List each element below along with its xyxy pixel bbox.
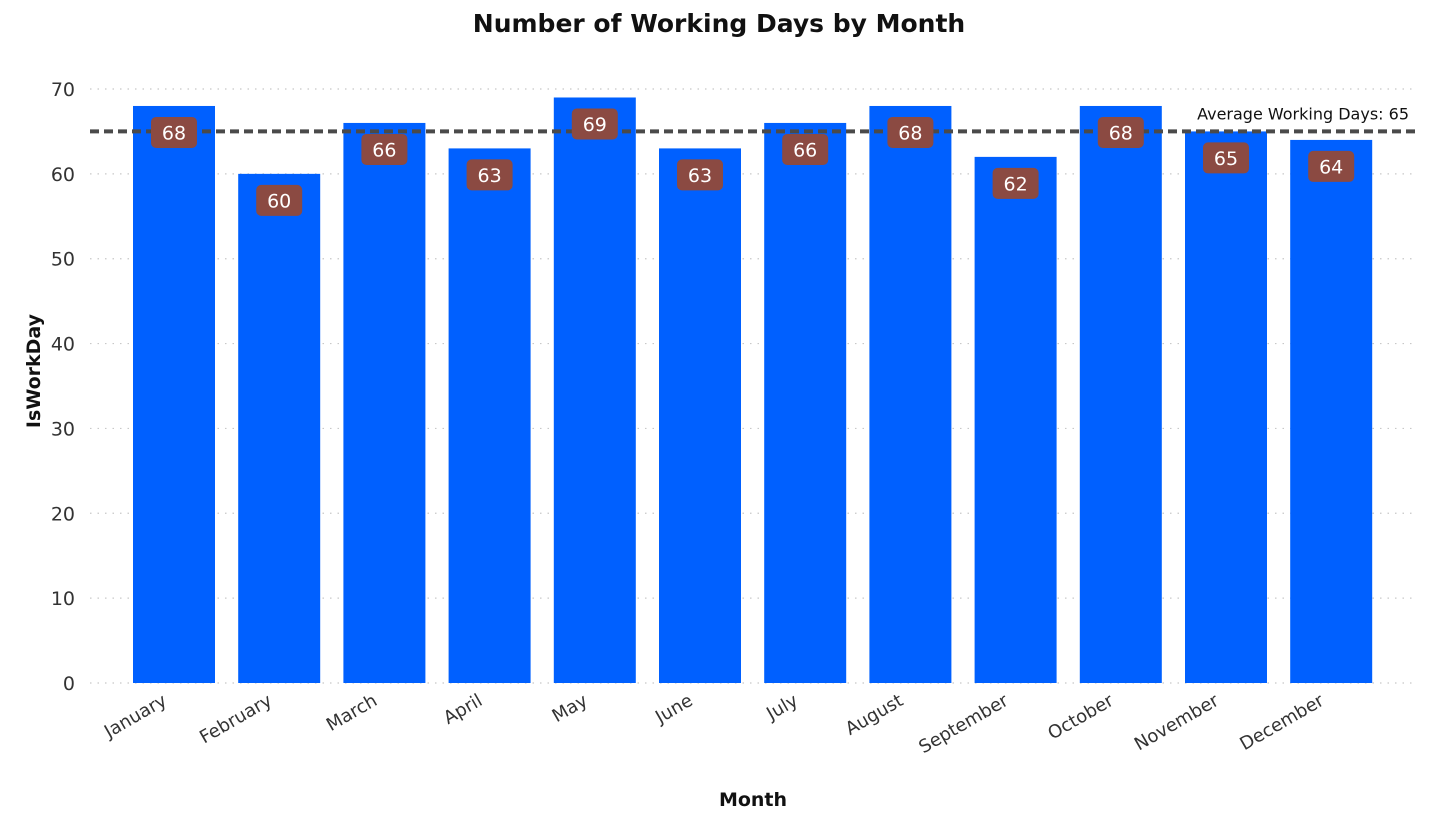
average-reference-label: Average Working Days: 65 (1197, 104, 1409, 123)
data-label-value: 69 (583, 114, 607, 136)
x-tick-label: January (100, 690, 171, 743)
chart-title: Number of Working Days by Month (473, 9, 965, 38)
data-label-badge (571, 108, 618, 140)
bar-november (1185, 131, 1267, 683)
data-label-october: 68 (1097, 116, 1144, 148)
y-tick-label: 30 (51, 418, 75, 440)
x-tick-label: March (323, 690, 381, 736)
y-tick-label: 10 (51, 588, 75, 610)
data-label-badge (466, 159, 513, 191)
bar-august (869, 105, 952, 683)
x-tick-label: May (549, 690, 592, 727)
bar-july (764, 122, 847, 683)
y-axis-ticks: 0 10 20 30 40 50 60 70 (51, 79, 75, 695)
reference-line-group: Average Working Days: 65 (90, 104, 1418, 134)
data-label-value: 63 (688, 165, 712, 187)
bar-december (1290, 139, 1373, 683)
data-label-value: 65 (1214, 148, 1238, 170)
x-tick-label: February (196, 690, 276, 748)
data-label-badge (782, 133, 829, 165)
data-label-badge (887, 116, 934, 148)
y-axis-label: IsWorkDay (23, 313, 45, 428)
bar-april (448, 148, 531, 683)
bar-march (343, 122, 426, 683)
data-label-badge (677, 159, 723, 191)
y-tick-label: 40 (51, 334, 75, 356)
data-label-badge (1203, 142, 1249, 174)
y-tick-label: 20 (51, 503, 75, 525)
data-label-september: 62 (992, 167, 1039, 199)
bar-september (974, 156, 1057, 683)
x-tick-label: December (1236, 690, 1328, 755)
bar-february (238, 173, 321, 683)
data-label-value: 66 (372, 139, 396, 161)
data-label-august: 68 (887, 116, 934, 148)
data-label-value: 68 (162, 122, 186, 144)
data-label-badge (992, 167, 1039, 199)
bars (133, 97, 1373, 683)
data-label-may: 69 (571, 108, 618, 140)
y-tick-label: 60 (51, 164, 75, 186)
data-label-badge (1308, 150, 1355, 182)
data-label-february: 60 (256, 184, 303, 216)
x-tick-label: October (1044, 690, 1117, 745)
data-label-badge (256, 184, 303, 216)
data-label-value: 66 (793, 139, 817, 161)
bar-october (1079, 105, 1162, 683)
x-tick-label: November (1131, 690, 1223, 755)
data-label-value: 68 (898, 122, 922, 144)
bar-may (553, 97, 636, 683)
y-tick-label: 50 (51, 249, 75, 271)
data-label-value: 64 (1319, 156, 1343, 178)
x-tick-label: July (762, 690, 802, 725)
bar-january (133, 105, 215, 683)
data-label-value: 60 (267, 190, 291, 212)
x-tick-label: September (915, 690, 1012, 758)
data-label-january: 68 (151, 116, 197, 148)
y-tick-label: 70 (51, 79, 75, 101)
data-label-december: 64 (1308, 150, 1355, 182)
data-label-value: 68 (1109, 122, 1133, 144)
x-tick-label: April (440, 690, 486, 729)
data-label-badge (361, 133, 408, 165)
x-axis-ticks: January February March April May June July Augu… (100, 690, 1328, 758)
bar-june (659, 148, 741, 683)
x-tick-label: June (651, 690, 696, 728)
data-label-july: 66 (782, 133, 829, 165)
data-label-april: 63 (466, 159, 513, 191)
gridlines (90, 88, 1412, 684)
x-tick-label: August (842, 690, 907, 740)
data-label-badge (1097, 116, 1144, 148)
data-labels: 68 60 66 63 69 63 66 68 62 68 65 64 (151, 108, 1355, 216)
data-label-november: 65 (1203, 142, 1249, 174)
data-label-value: 62 (1004, 173, 1028, 195)
data-label-value: 63 (478, 165, 502, 187)
data-label-march: 66 (361, 133, 408, 165)
data-label-badge (151, 116, 197, 148)
y-tick-label: 0 (63, 673, 75, 695)
x-axis-label: Month (719, 789, 787, 811)
data-label-june: 63 (677, 159, 723, 191)
